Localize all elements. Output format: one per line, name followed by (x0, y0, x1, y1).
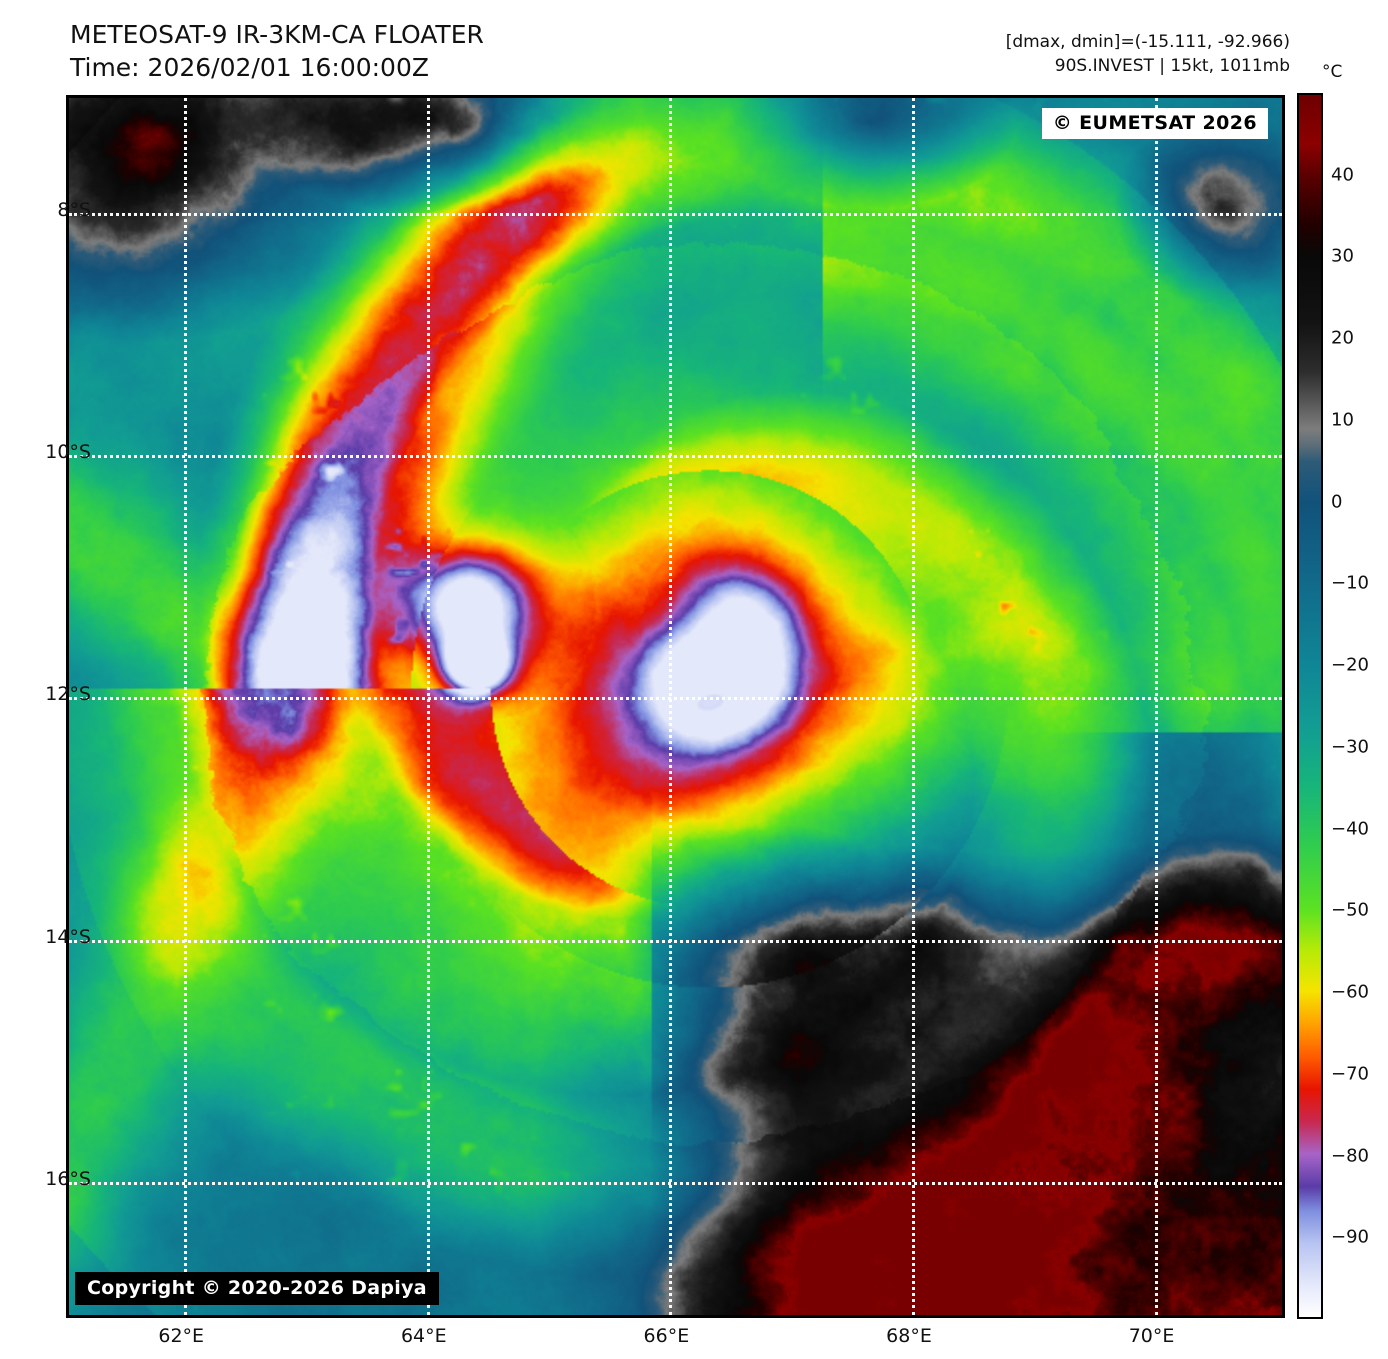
colorbar-tick-label: −60 (1331, 981, 1369, 1003)
colorbar-gradient (1299, 95, 1321, 1317)
longitude-tick-label: 68°E (886, 1325, 932, 1347)
page-title: METEOSAT-9 IR-3KM-CA FLOATER Time: 2026/… (70, 18, 484, 84)
longitude-tick-label: 62°E (158, 1325, 205, 1347)
satellite-image-panel[interactable]: © EUMETSAT 2026 Copyright © 2020-2026 Da… (66, 95, 1285, 1318)
colorbar-tick-label: −40 (1331, 818, 1369, 840)
longitude-tick-label: 70°E (1128, 1325, 1175, 1347)
colorbar-tick-label: 40 (1331, 164, 1354, 186)
storm-info-readout: 90S.INVEST | 15kt, 1011mb (1054, 56, 1290, 76)
dapiya-copyright-badge: Copyright © 2020-2026 Dapiya (75, 1272, 439, 1305)
longitude-tick-label: 66°E (643, 1325, 690, 1347)
latitude-tick-label: 12°S (45, 683, 91, 706)
latitude-tick-label: 8°S (57, 199, 91, 222)
colorbar-tick-label: −50 (1331, 899, 1369, 921)
metadata-block: [dmax, dmin]=(-15.111, -92.966) 90S.INVE… (1006, 30, 1290, 78)
eumetsat-copyright-badge: © EUMETSAT 2026 (1041, 108, 1268, 139)
colorbar-tick-label: −10 (1331, 572, 1369, 594)
latitude-tick-label: 10°S (45, 441, 91, 464)
satellite-ir-heatmap (69, 98, 1282, 1315)
colorbar-tick-label: 20 (1331, 327, 1354, 349)
colorbar-tick-label: −90 (1331, 1226, 1369, 1248)
product-title: METEOSAT-9 IR-3KM-CA FLOATER (70, 20, 484, 49)
colorbar-tick-label: 10 (1331, 409, 1354, 431)
latitude-tick-label: 16°S (45, 1167, 91, 1190)
observation-time: Time: 2026/02/01 16:00:00Z (70, 53, 429, 82)
colorbar-tick-label: −20 (1331, 654, 1369, 676)
colorbar-tick-label: −80 (1331, 1145, 1369, 1167)
colorbar-tick-label: 0 (1331, 491, 1343, 513)
dminmax-readout: [dmax, dmin]=(-15.111, -92.966) (1005, 32, 1290, 52)
colorbar-tick-label: −70 (1331, 1063, 1369, 1085)
longitude-tick-label: 64°E (400, 1325, 447, 1347)
latitude-tick-label: 14°S (45, 925, 91, 948)
temperature-colorbar[interactable] (1297, 93, 1323, 1319)
colorbar-tick-label: −30 (1331, 736, 1369, 758)
colorbar-unit-label: °C (1322, 62, 1343, 82)
colorbar-tick-label: 30 (1331, 245, 1354, 267)
